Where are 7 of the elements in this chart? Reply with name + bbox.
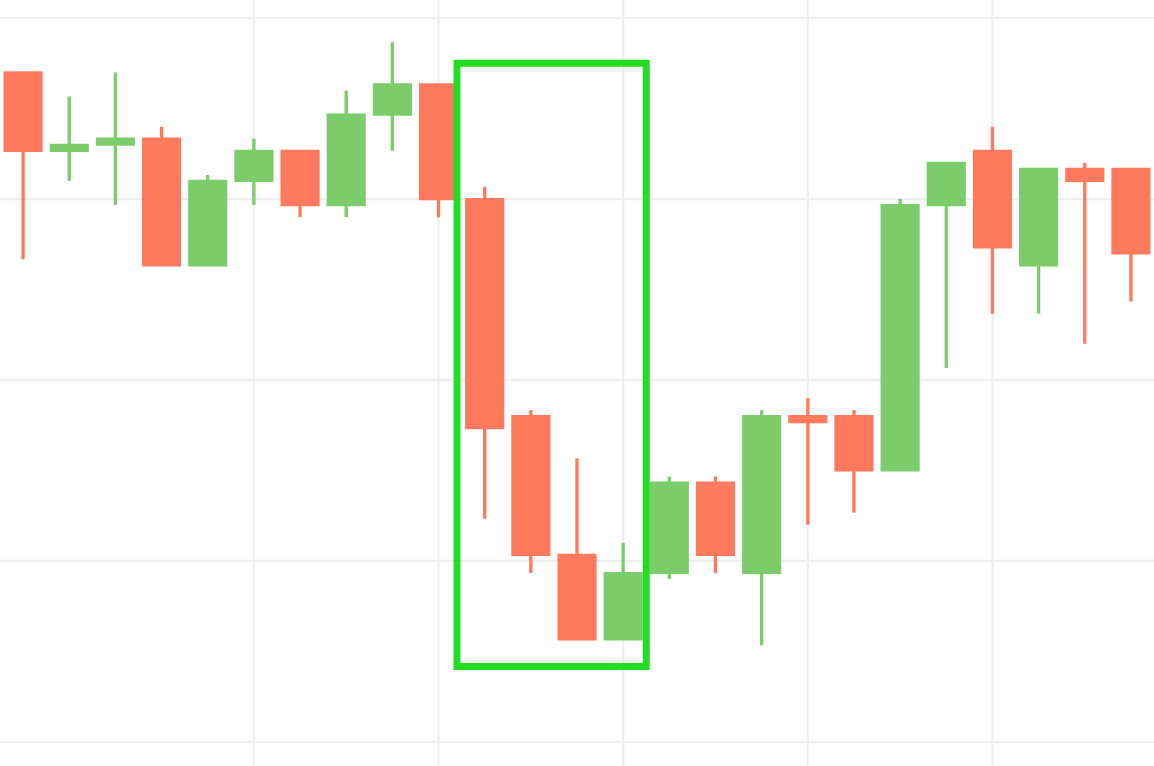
- candlestick: [1065, 161, 1105, 346]
- candlestick: [788, 396, 828, 527]
- candlestick: [49, 94, 89, 183]
- candlestick: [95, 70, 135, 207]
- candlestick: [372, 40, 412, 153]
- candlestick: [234, 137, 274, 207]
- candlestick: [926, 161, 966, 370]
